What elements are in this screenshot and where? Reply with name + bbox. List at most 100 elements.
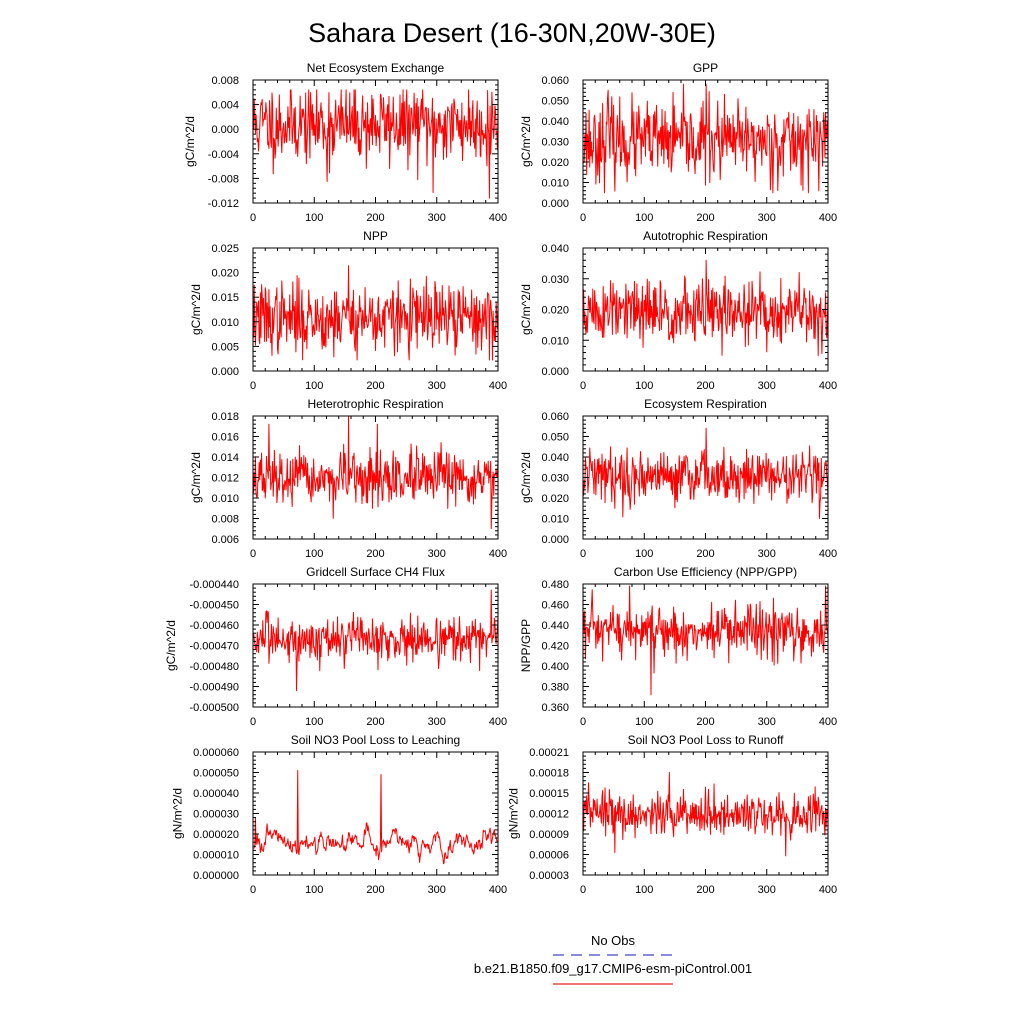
y-tick-label: 0.040 bbox=[541, 116, 569, 128]
y-tick-label: -0.012 bbox=[208, 198, 239, 210]
y-tick-label: 0.050 bbox=[541, 96, 569, 108]
y-tick-label: 0.00009 bbox=[529, 829, 569, 841]
x-tick-label: 400 bbox=[819, 380, 837, 392]
y-tick-label: 0.000 bbox=[211, 366, 239, 378]
panel-title: Soil NO3 Pool Loss to Leaching bbox=[291, 733, 460, 747]
panel-title: Autotrophic Respiration bbox=[643, 229, 768, 243]
series-line bbox=[583, 585, 829, 696]
y-tick-label: 0.016 bbox=[211, 432, 239, 444]
y-tick-label: -0.000470 bbox=[189, 641, 239, 653]
y-tick-label: 0.000020 bbox=[193, 829, 239, 841]
series-line bbox=[253, 589, 499, 692]
panel-title: Soil NO3 Pool Loss to Runoff bbox=[628, 733, 785, 747]
x-tick-label: 300 bbox=[428, 548, 446, 560]
x-tick-label: 0 bbox=[580, 548, 586, 560]
x-tick-label: 400 bbox=[489, 548, 507, 560]
x-tick-label: 0 bbox=[250, 716, 256, 728]
x-tick-label: 300 bbox=[758, 380, 776, 392]
y-axis-label: NPP/GPP bbox=[519, 619, 533, 672]
y-axis-label: gC/m^2/d bbox=[519, 284, 533, 335]
series-line bbox=[253, 89, 499, 199]
y-axis-label: gC/m^2/d bbox=[189, 452, 203, 503]
y-tick-label: 0.018 bbox=[211, 411, 239, 423]
y-tick-label: 0.010 bbox=[541, 335, 569, 347]
y-tick-label: -0.008 bbox=[208, 173, 239, 185]
x-tick-label: 100 bbox=[635, 548, 653, 560]
y-tick-label: 0.360 bbox=[541, 702, 569, 714]
panel: 0 100 200 300 400 0.006 0.008 0.010 0.012 0.014 0.… bbox=[189, 397, 507, 560]
y-tick-label: 0.010 bbox=[541, 178, 569, 190]
y-tick-label: 0.050 bbox=[541, 432, 569, 444]
panel: 0 100 200 300 400 -0.000500 -0.000490 -0.000480… bbox=[164, 565, 507, 728]
y-tick-label: -0.004 bbox=[208, 149, 239, 161]
y-tick-label: 0.380 bbox=[541, 682, 569, 694]
x-tick-label: 200 bbox=[366, 716, 384, 728]
panel-title: Heterotrophic Respiration bbox=[307, 397, 443, 411]
series-line bbox=[583, 83, 829, 194]
y-tick-label: 0.000000 bbox=[193, 870, 239, 882]
y-tick-label: 0.00012 bbox=[529, 809, 569, 821]
panel-title: Carbon Use Efficiency (NPP/GPP) bbox=[614, 565, 797, 579]
x-tick-label: 400 bbox=[819, 548, 837, 560]
y-tick-label: 0.060 bbox=[541, 75, 569, 87]
x-tick-label: 200 bbox=[696, 548, 714, 560]
y-tick-label: 0.008 bbox=[211, 75, 239, 87]
y-tick-label: -0.000500 bbox=[189, 702, 239, 714]
x-tick-label: 400 bbox=[489, 380, 507, 392]
y-tick-label: 0.00003 bbox=[529, 870, 569, 882]
x-tick-label: 300 bbox=[428, 380, 446, 392]
x-tick-label: 100 bbox=[305, 716, 323, 728]
x-tick-label: 400 bbox=[819, 716, 837, 728]
y-tick-label: 0.020 bbox=[211, 268, 239, 280]
panel-title: Gridcell Surface CH4 Flux bbox=[306, 565, 445, 579]
x-tick-label: 300 bbox=[758, 884, 776, 896]
x-tick-label: 0 bbox=[580, 380, 586, 392]
plot-frame bbox=[252, 751, 499, 876]
y-axis-label: gC/m^2/d bbox=[519, 452, 533, 503]
y-tick-label: 0.000 bbox=[541, 366, 569, 378]
y-tick-label: -0.000460 bbox=[189, 620, 239, 632]
y-tick-label: 0.010 bbox=[211, 317, 239, 329]
y-tick-label: 0.020 bbox=[541, 493, 569, 505]
x-tick-label: 0 bbox=[580, 716, 586, 728]
panel: 0 100 200 300 400 0.000 0.010 0.020 0.030 0.040 0.… bbox=[519, 61, 837, 224]
x-tick-label: 100 bbox=[635, 884, 653, 896]
x-tick-label: 0 bbox=[250, 212, 256, 224]
y-axis-label: gN/m^2/d bbox=[170, 788, 184, 839]
x-tick-label: 400 bbox=[489, 212, 507, 224]
x-tick-label: 0 bbox=[250, 548, 256, 560]
y-tick-label: 0.400 bbox=[541, 661, 569, 673]
x-tick-label: 100 bbox=[635, 716, 653, 728]
x-tick-label: 200 bbox=[696, 884, 714, 896]
y-tick-label: 0.030 bbox=[541, 473, 569, 485]
series-line bbox=[583, 427, 829, 519]
series-line bbox=[253, 415, 499, 530]
y-tick-label: 0.010 bbox=[211, 493, 239, 505]
y-tick-label: 0.000010 bbox=[193, 850, 239, 862]
y-tick-label: 0.060 bbox=[541, 411, 569, 423]
legend-label-model: b.e21.B1850.f09_g17.CMIP6-esm-piControl.… bbox=[474, 961, 752, 976]
x-tick-label: 0 bbox=[250, 380, 256, 392]
y-tick-label: 0.000 bbox=[541, 534, 569, 546]
y-tick-label: 0.420 bbox=[541, 641, 569, 653]
y-tick-label: 0.000 bbox=[211, 124, 239, 136]
y-tick-label: 0.014 bbox=[211, 452, 239, 464]
figure-title: Sahara Desert (16-30N,20W-30E) bbox=[308, 18, 716, 48]
x-tick-label: 300 bbox=[758, 548, 776, 560]
x-tick-label: 100 bbox=[635, 380, 653, 392]
x-tick-label: 200 bbox=[366, 548, 384, 560]
panel-title: NPP bbox=[363, 229, 388, 243]
y-tick-label: 0.460 bbox=[541, 600, 569, 612]
panel-title: Ecosystem Respiration bbox=[644, 397, 767, 411]
y-tick-label: 0.020 bbox=[541, 305, 569, 317]
x-tick-label: 200 bbox=[696, 716, 714, 728]
x-tick-label: 100 bbox=[305, 884, 323, 896]
x-tick-label: 0 bbox=[580, 884, 586, 896]
y-tick-label: 0.440 bbox=[541, 620, 569, 632]
x-tick-label: 200 bbox=[366, 212, 384, 224]
legend: No Obs b.e21.B1850.f09_g17.CMIP6-esm-piC… bbox=[474, 933, 752, 985]
y-tick-label: -0.000480 bbox=[189, 661, 239, 673]
y-tick-label: 0.030 bbox=[541, 137, 569, 149]
y-axis-label: gN/m^2/d bbox=[507, 788, 521, 839]
